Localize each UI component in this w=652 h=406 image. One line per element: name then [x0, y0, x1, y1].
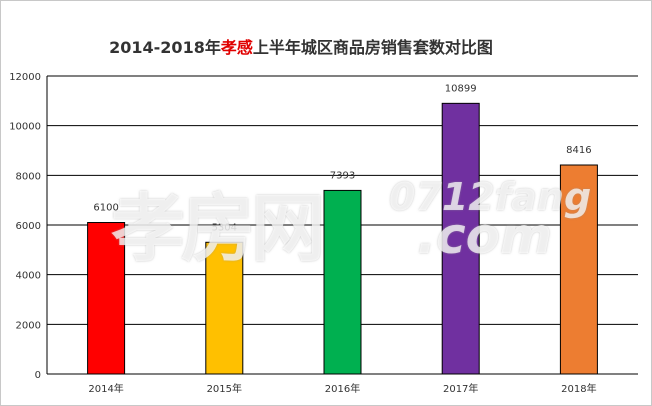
- x-tick-label: 2016年: [325, 382, 360, 395]
- bar-2015年: [205, 241, 244, 375]
- x-tick-label: 2018年: [561, 382, 596, 395]
- y-tick-label: 0: [35, 370, 41, 381]
- y-tick-label: 6000: [16, 221, 41, 232]
- bar-2016年: [323, 189, 362, 375]
- chart-title: 2014-2018年孝感上半年城区商品房销售套数对比图: [1, 34, 601, 58]
- x-tick-label: 2014年: [88, 382, 123, 395]
- title-subject: 上半年城区商品房销售套数对比图: [252, 38, 493, 57]
- bar-2018年: [559, 164, 598, 375]
- y-axis-ticks: 0 2000 4000 6000 8000 10000 12000: [9, 72, 41, 381]
- y-tick-label: 4000: [16, 271, 41, 282]
- x-axis-ticks: 2014年 2015年 2016年 2017年 2018年: [88, 382, 596, 395]
- title-years: 2014-2018年: [109, 38, 221, 57]
- y-tick-label: 8000: [16, 171, 41, 182]
- y-tick-label: 12000: [9, 72, 41, 83]
- bar-2014年: [87, 222, 126, 375]
- title-city: 孝感: [220, 38, 253, 57]
- x-tick-label: 2017年: [443, 382, 478, 395]
- y-tick-label: 10000: [9, 122, 41, 133]
- data-label: 8416: [566, 145, 591, 156]
- data-label: 6100: [93, 203, 118, 214]
- x-tick-label: 2015年: [207, 382, 242, 395]
- data-label: 7393: [330, 170, 355, 181]
- bar-2017年: [441, 102, 480, 375]
- bars: [87, 102, 598, 375]
- y-tick-label: 2000: [16, 320, 41, 331]
- data-label: 10899: [445, 83, 477, 94]
- data-labels: 6100 5304 7393 10899 8416: [93, 83, 591, 233]
- data-label: 5304: [212, 222, 237, 233]
